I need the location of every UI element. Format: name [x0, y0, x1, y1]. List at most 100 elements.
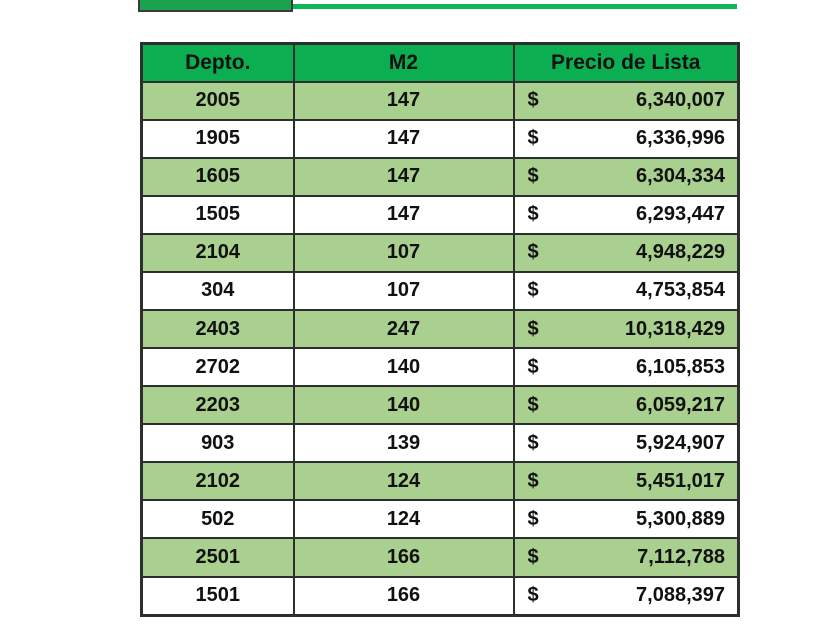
cell-m2: 139: [292, 423, 515, 464]
cell-precio: $6,304,334: [512, 156, 740, 197]
column-header-m2: M2: [292, 42, 515, 83]
currency-symbol: $: [527, 469, 539, 492]
currency-symbol: $: [527, 355, 539, 378]
cell-depto: 2501: [140, 537, 295, 578]
price-wrap: $6,059,217: [516, 393, 737, 417]
price-wrap: $6,340,007: [516, 89, 737, 112]
cell-precio: $4,948,229: [512, 232, 740, 273]
price-wrap: $4,753,854: [516, 279, 737, 302]
price-amount: 6,340,007: [636, 89, 725, 112]
price-wrap: $5,924,907: [516, 431, 737, 455]
cell-m2: 247: [292, 308, 515, 350]
cell-depto: 1605: [140, 156, 295, 197]
column-header-precio: Precio de Lista: [512, 42, 740, 83]
price-amount: 10,318,429: [624, 317, 725, 340]
price-wrap: $7,112,788: [516, 545, 737, 569]
cell-depto: 1501: [140, 575, 295, 617]
cell-depto: 2702: [140, 347, 295, 388]
price-table: Depto. M2 Precio de Lista 2005 147 $6,340,…: [140, 42, 740, 617]
cell-depto: 1905: [140, 118, 295, 159]
cell-precio: $6,105,853: [512, 347, 740, 388]
table-row: 2501 166 $7,112,788: [140, 537, 740, 578]
cell-m2: 166: [292, 575, 515, 617]
top-accent-line: [293, 4, 737, 9]
table-row: 2403 247 $10,318,429: [140, 308, 740, 350]
cell-depto: 2203: [140, 385, 295, 426]
cell-precio: $7,112,788: [512, 537, 740, 578]
table-header: Depto. M2 Precio de Lista: [140, 42, 740, 83]
cell-m2: 147: [292, 80, 515, 121]
header-row: Depto. M2 Precio de Lista: [140, 42, 740, 83]
table-row: 304 107 $4,753,854: [140, 270, 740, 311]
cell-m2: 147: [292, 156, 515, 197]
price-wrap: $5,451,017: [516, 469, 737, 493]
cell-m2: 147: [292, 118, 515, 159]
cell-precio: $6,293,447: [512, 194, 740, 235]
table-row: 2005 147 $6,340,007: [140, 80, 740, 121]
cell-m2: 124: [292, 461, 515, 502]
currency-symbol: $: [527, 241, 539, 264]
table-row: 1505 147 $6,293,447: [140, 194, 740, 235]
price-amount: 5,300,889: [636, 507, 725, 530]
table-row: 1501 166 $7,088,397: [140, 575, 740, 617]
cell-m2: 166: [292, 537, 515, 578]
price-amount: 7,112,788: [637, 545, 725, 568]
cell-m2: 124: [292, 499, 515, 540]
currency-symbol: $: [527, 203, 539, 226]
price-wrap: $7,088,397: [516, 584, 737, 607]
table-row: 1905 147 $6,336,996: [140, 118, 740, 159]
table-row: 502 124 $5,300,889: [140, 499, 740, 540]
cell-depto: 2005: [140, 80, 295, 121]
currency-symbol: $: [527, 89, 539, 112]
cell-depto: 1505: [140, 194, 295, 235]
cell-depto: 304: [140, 270, 295, 311]
cell-precio: $6,059,217: [512, 385, 740, 426]
currency-symbol: $: [527, 279, 539, 302]
cell-depto: 502: [140, 499, 295, 540]
cell-precio: $5,451,017: [512, 461, 740, 502]
price-wrap: $6,304,334: [516, 165, 737, 188]
price-wrap: $6,293,447: [516, 203, 737, 226]
currency-symbol: $: [527, 393, 539, 416]
price-wrap: $10,318,429: [516, 317, 737, 341]
top-accent-box: [138, 0, 293, 12]
currency-symbol: $: [527, 317, 539, 340]
cell-m2: 140: [292, 385, 515, 426]
price-amount: 6,304,334: [636, 165, 725, 188]
cell-m2: 147: [292, 194, 515, 235]
cell-precio: $5,924,907: [512, 423, 740, 464]
currency-symbol: $: [527, 165, 539, 188]
price-wrap: $6,336,996: [516, 127, 737, 150]
price-amount: 6,293,447: [636, 203, 725, 226]
cell-m2: 107: [292, 270, 515, 311]
price-wrap: $5,300,889: [516, 507, 737, 531]
cell-m2: 140: [292, 347, 515, 388]
cell-depto: 2104: [140, 232, 295, 273]
cell-depto: 2403: [140, 308, 295, 350]
table-row: 1605 147 $6,304,334: [140, 156, 740, 197]
cell-precio: $6,336,996: [512, 118, 740, 159]
cell-precio: $5,300,889: [512, 499, 740, 540]
price-amount: 5,451,017: [636, 469, 725, 492]
table-row: 903 139 $5,924,907: [140, 423, 740, 464]
currency-symbol: $: [527, 507, 539, 530]
price-amount: 4,948,229: [636, 241, 725, 264]
price-wrap: $6,105,853: [516, 355, 737, 379]
cell-depto: 2102: [140, 461, 295, 502]
cell-precio: $6,340,007: [512, 80, 740, 121]
price-amount: 6,059,217: [636, 393, 725, 416]
table-row: 2702 140 $6,105,853: [140, 347, 740, 388]
price-amount: 6,105,853: [636, 355, 725, 378]
price-amount: 5,924,907: [636, 431, 725, 454]
cell-precio: $10,318,429: [512, 308, 740, 350]
table-body: 2005 147 $6,340,007 1905 147 $6,336,996 1605 14…: [140, 80, 740, 617]
table-row: 2203 140 $6,059,217: [140, 385, 740, 426]
table-row: 2104 107 $4,948,229: [140, 232, 740, 273]
price-amount: 7,088,397: [636, 584, 725, 607]
price-amount: 6,336,996: [636, 127, 725, 150]
cell-depto: 903: [140, 423, 295, 464]
cell-precio: $7,088,397: [512, 575, 740, 617]
currency-symbol: $: [527, 584, 539, 607]
price-amount: 4,753,854: [636, 279, 725, 302]
